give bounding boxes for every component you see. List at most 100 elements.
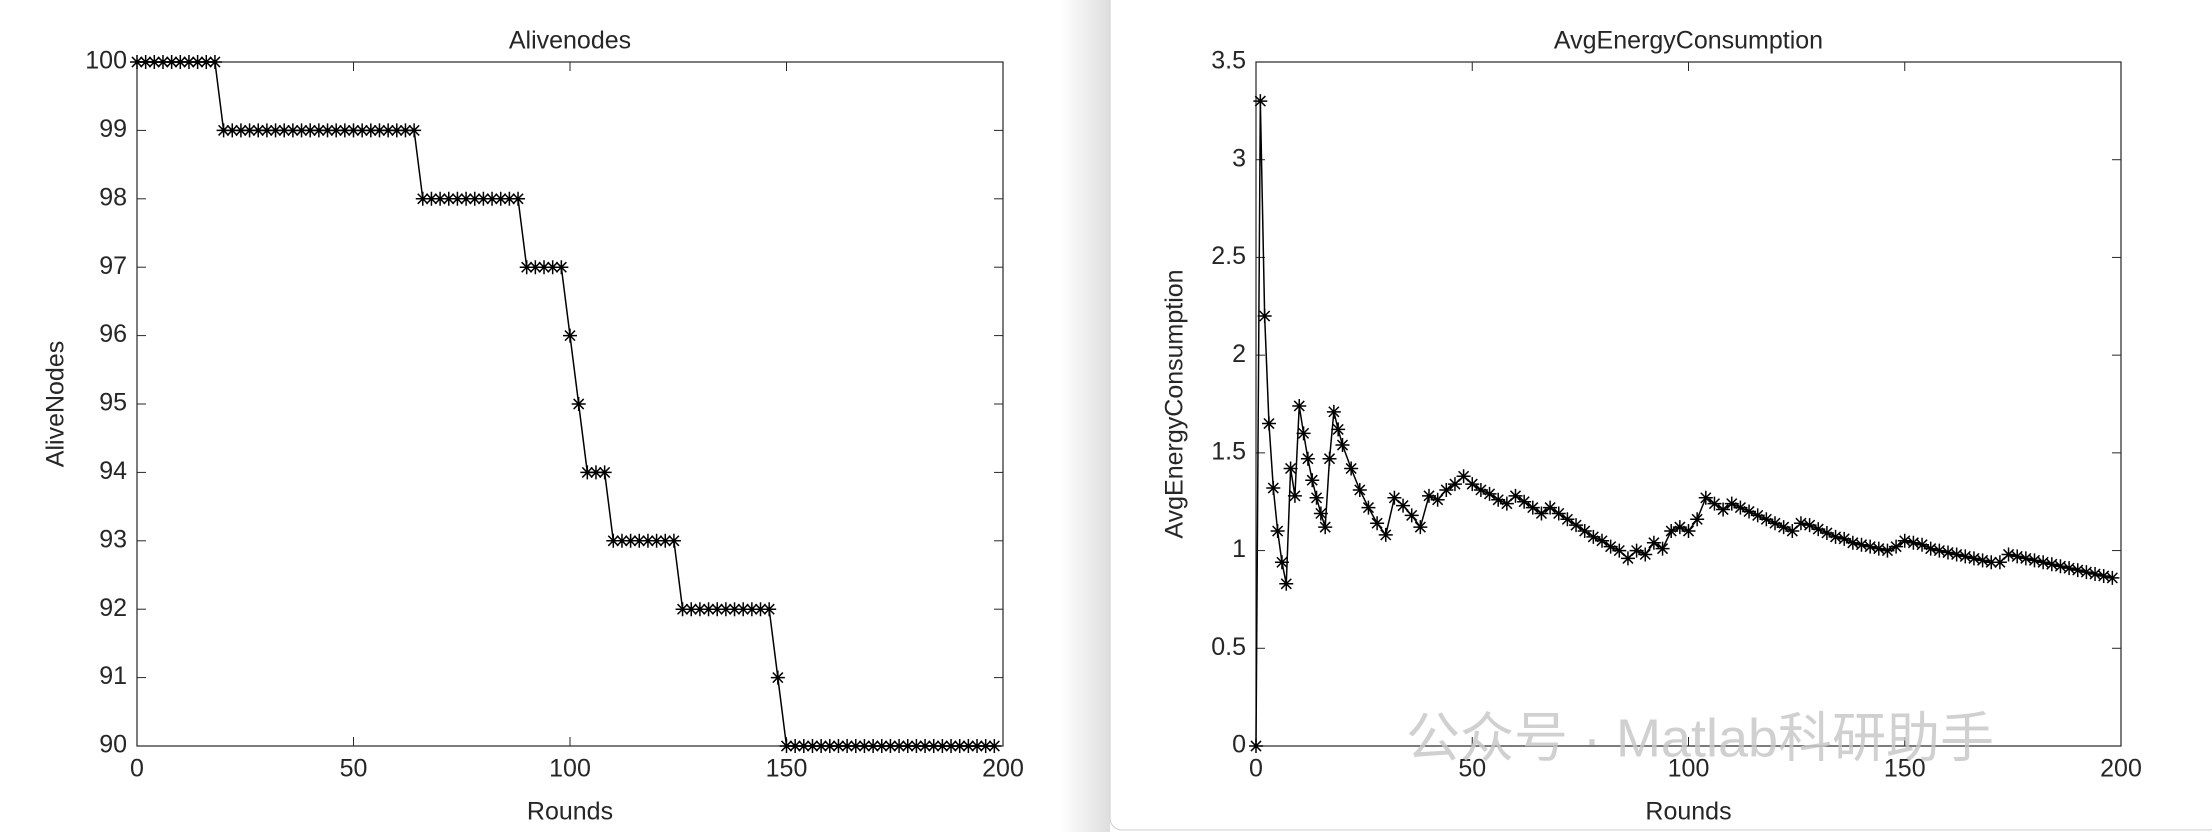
marker [632, 533, 647, 548]
marker [1305, 473, 1320, 488]
marker [935, 739, 950, 753]
marker [666, 533, 681, 548]
marker [563, 328, 577, 343]
marker [2001, 547, 2016, 562]
x-tick-label: 100 [549, 755, 591, 783]
marker [155, 55, 170, 69]
marker [788, 739, 803, 753]
marker [277, 123, 292, 138]
y-tick-label: 95 [99, 389, 127, 417]
marker [398, 123, 413, 138]
x-tick-label: 200 [982, 755, 1024, 783]
marker [1309, 490, 1324, 505]
marker [1253, 94, 1268, 109]
marker [944, 739, 959, 753]
marker [1499, 496, 1514, 511]
marker [805, 739, 820, 753]
plot-area [1255, 61, 2122, 747]
x-tick-label: 100 [1668, 755, 1710, 783]
marker [1785, 524, 1800, 539]
marker [1352, 482, 1367, 497]
marker [1361, 500, 1376, 515]
marker [1698, 490, 1713, 505]
marker [1742, 504, 1757, 519]
marker [1871, 541, 1886, 556]
marker [926, 739, 941, 753]
marker [1707, 496, 1722, 511]
marker [294, 123, 309, 138]
marker [814, 739, 829, 753]
marker [978, 739, 993, 753]
marker [1430, 492, 1445, 507]
marker [1603, 539, 1618, 554]
marker [736, 602, 751, 617]
marker [1854, 537, 1869, 552]
marker [1543, 500, 1558, 515]
marker [1802, 518, 1817, 533]
marker [857, 739, 872, 753]
marker [1966, 551, 1981, 566]
marker [329, 123, 344, 138]
marker [1447, 477, 1462, 492]
marker [1672, 520, 1687, 535]
marker [1793, 516, 1808, 531]
marker [251, 123, 266, 138]
chart-title: AvgEnergyConsumption [1554, 27, 1823, 55]
marker [727, 602, 742, 617]
marker [1733, 500, 1748, 515]
marker [311, 123, 326, 138]
marker [1313, 506, 1328, 521]
marker [1577, 524, 1592, 539]
marker [831, 739, 846, 753]
y-tick-label: 93 [99, 525, 127, 553]
marker [1318, 520, 1333, 535]
marker [571, 397, 586, 411]
marker [372, 123, 387, 138]
marker [1569, 518, 1584, 533]
marker [1292, 398, 1307, 413]
y-tick-label: 3 [1232, 144, 1246, 172]
marker [2027, 553, 2042, 568]
marker [147, 55, 162, 69]
marker [840, 739, 855, 753]
marker [242, 123, 257, 138]
marker [1949, 547, 1964, 562]
marker [1473, 482, 1488, 497]
marker [424, 191, 439, 206]
y-tick-label: 1.5 [1211, 437, 1246, 465]
marker [762, 602, 777, 617]
marker [848, 739, 863, 753]
plot-area [136, 61, 1004, 747]
marker [225, 123, 240, 138]
y-tick-label: 92 [99, 594, 127, 622]
marker [900, 739, 915, 753]
y-axis-label: AliveNodes [42, 341, 70, 467]
marker [874, 739, 889, 753]
marker [779, 739, 794, 753]
marker [1491, 492, 1506, 507]
marker [796, 739, 811, 753]
marker [1404, 508, 1419, 523]
x-tick-label: 50 [340, 755, 368, 783]
marker [407, 123, 422, 138]
marker [363, 123, 378, 138]
marker [1768, 516, 1782, 531]
marker [1586, 529, 1601, 544]
marker [1279, 576, 1294, 591]
marker [1759, 512, 1774, 527]
marker [701, 602, 716, 617]
marker [892, 739, 907, 753]
marker [415, 191, 430, 206]
x-tick-label: 0 [1249, 755, 1263, 783]
marker [1863, 539, 1878, 554]
x-tick-label: 150 [1884, 755, 1926, 783]
marker [1257, 309, 1272, 324]
marker [1274, 555, 1289, 570]
y-tick-label: 97 [99, 252, 127, 280]
marker [640, 533, 655, 548]
y-tick-label: 99 [99, 115, 127, 143]
x-tick-label: 150 [766, 755, 808, 783]
marker [1828, 529, 1843, 544]
